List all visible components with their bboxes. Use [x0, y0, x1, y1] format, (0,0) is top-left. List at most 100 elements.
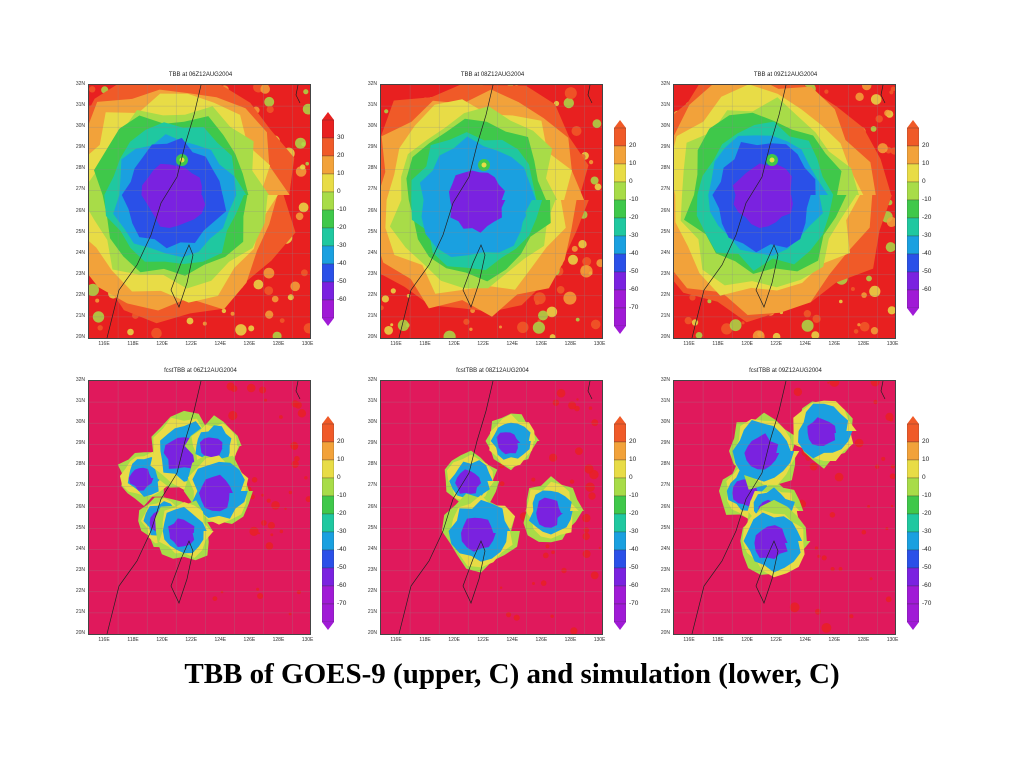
y-tick-label: 24N: [660, 249, 670, 256]
x-tick-label: 122E: [185, 341, 198, 347]
x-tick-label: 130E: [886, 341, 899, 347]
colorbar-tick-label: -50: [337, 278, 347, 285]
y-tick-label: 30N: [660, 419, 670, 426]
x-tick-label: 116E: [98, 637, 110, 643]
y-tick-label: 28N: [660, 165, 670, 172]
y-tick-label: 24N: [367, 249, 377, 256]
colorbar-tick-label: -50: [922, 268, 932, 275]
x-tick-label: 116E: [683, 637, 695, 643]
y-tick-label: 22N: [660, 587, 670, 594]
y-tick-label: 22N: [75, 291, 85, 298]
colorbar-tick-label: 0: [629, 178, 633, 185]
colorbar: [907, 416, 919, 630]
y-tick-label: 29N: [75, 144, 85, 151]
x-tick-label: 126E: [828, 341, 841, 347]
colorbar-tick-label: 10: [629, 160, 637, 167]
figure-caption: TBB of GOES-9 (upper, C) and simulation …: [184, 658, 840, 690]
x-tick-label: 122E: [185, 637, 198, 643]
panel-title: fcstTBB at 08Z12AUG2004: [456, 368, 529, 374]
y-tick-label: 23N: [660, 566, 670, 573]
panel-obs-08z: TBB at 08Z12AUG2004 32N 31N 30N 29N 28N 27N 26…: [362, 72, 652, 357]
x-tick-label: 128E: [564, 637, 577, 643]
tbb-map: [380, 84, 603, 339]
colorbar-tick-label: -10: [337, 492, 347, 499]
colorbar-tick-label: -40: [629, 546, 639, 553]
x-tick-label: 124E: [799, 637, 812, 643]
colorbar-tick-label: -40: [629, 250, 639, 257]
y-tick-label: 24N: [367, 545, 377, 552]
colorbar-tick-label: -70: [629, 600, 639, 607]
grid-lines: [381, 381, 602, 634]
y-tick-label: 27N: [660, 186, 670, 193]
tbb-map: [673, 380, 896, 635]
colorbar-tick-label: -20: [337, 224, 347, 231]
x-tick-label: 118E: [712, 637, 724, 643]
x-tick-label: 118E: [419, 637, 431, 643]
coastline: [106, 85, 301, 338]
colorbar-tick-label: -40: [337, 260, 347, 267]
x-tick-label: 116E: [98, 341, 110, 347]
x-tick-label: 128E: [272, 637, 285, 643]
y-tick-label: 20N: [660, 630, 670, 636]
x-tick-label: 128E: [272, 341, 285, 347]
panel-obs-06z: TBB at 06Z12AUG2004 32N 31N 30N 29N 28N 27N 26…: [70, 72, 360, 357]
x-tick-label: 130E: [301, 637, 314, 643]
y-tick-label: 25N: [367, 228, 377, 235]
colorbar-tick-label: 10: [922, 456, 930, 463]
panel-fcst-06z: fcstTBB at 06Z12AUG2004 32N 31N 30N 29N 28N 2…: [70, 368, 360, 653]
panel-title: TBB at 08Z12AUG2004: [460, 72, 525, 78]
y-tick-label: 31N: [367, 398, 377, 405]
y-tick-label: 28N: [367, 461, 377, 468]
coastline: [398, 381, 593, 634]
colorbar-tick-label: 20: [922, 438, 930, 445]
colorbar-tick-label: -20: [629, 214, 639, 221]
y-tick-label: 32N: [367, 81, 377, 87]
colorbar-tick-label: -20: [922, 510, 932, 517]
y-tick-label: 27N: [75, 482, 85, 489]
colorbar-tick-label: 20: [629, 438, 637, 445]
x-tick-label: 126E: [535, 637, 548, 643]
y-tick-label: 20N: [367, 630, 377, 636]
colorbar: [322, 112, 334, 326]
y-tick-label: 29N: [660, 440, 670, 447]
y-tick-label: 27N: [660, 482, 670, 489]
x-tick-label: 120E: [741, 341, 753, 347]
x-tick-label: 124E: [214, 637, 227, 643]
panel-fcst-09z: fcstTBB at 09Z12AUG2004 32N 31N 30N 29N 28N 2…: [655, 368, 945, 653]
x-tick-label: 130E: [593, 341, 606, 347]
colorbar-tick-label: 10: [337, 456, 345, 463]
x-tick-label: 126E: [535, 341, 548, 347]
panel-title: fcstTBB at 06Z12AUG2004: [164, 368, 237, 374]
y-tick-label: 24N: [75, 545, 85, 552]
colorbar-tick-label: -30: [922, 528, 932, 535]
colorbar-tick-label: -40: [922, 546, 932, 553]
y-tick-label: 29N: [75, 440, 85, 447]
y-tick-label: 26N: [367, 207, 377, 214]
panel-fcst-08z: fcstTBB at 08Z12AUG2004 32N 31N 30N 29N 28N 2…: [362, 368, 652, 653]
colorbar-tick-label: 0: [629, 474, 633, 481]
y-tick-label: 25N: [660, 524, 670, 531]
colorbar-tick-label: -70: [629, 304, 639, 311]
colorbar-tick-label: -10: [337, 206, 347, 213]
x-tick-label: 128E: [857, 637, 870, 643]
colorbar-tick-label: -40: [337, 546, 347, 553]
y-tick-label: 25N: [75, 228, 85, 235]
panel-title: TBB at 09Z12AUG2004: [753, 72, 818, 78]
x-tick-label: 124E: [214, 341, 227, 347]
y-tick-label: 21N: [367, 312, 377, 319]
colorbar-tick-label: 30: [337, 134, 345, 141]
panel-title: TBB at 06Z12AUG2004: [168, 72, 233, 78]
y-tick-label: 28N: [660, 461, 670, 468]
x-tick-label: 120E: [448, 341, 460, 347]
colorbar-tick-label: -10: [629, 196, 639, 203]
y-tick-label: 21N: [75, 608, 85, 615]
colorbar-tick-label: 10: [922, 160, 930, 167]
y-tick-label: 21N: [367, 608, 377, 615]
colorbar-tick-label: -60: [337, 296, 347, 303]
grid-lines: [89, 381, 310, 634]
colorbar-tick-label: 0: [922, 178, 926, 185]
colorbar-tick-label: -20: [922, 214, 932, 221]
y-tick-label: 32N: [660, 81, 670, 87]
y-tick-label: 32N: [75, 377, 85, 383]
y-tick-label: 20N: [660, 334, 670, 340]
